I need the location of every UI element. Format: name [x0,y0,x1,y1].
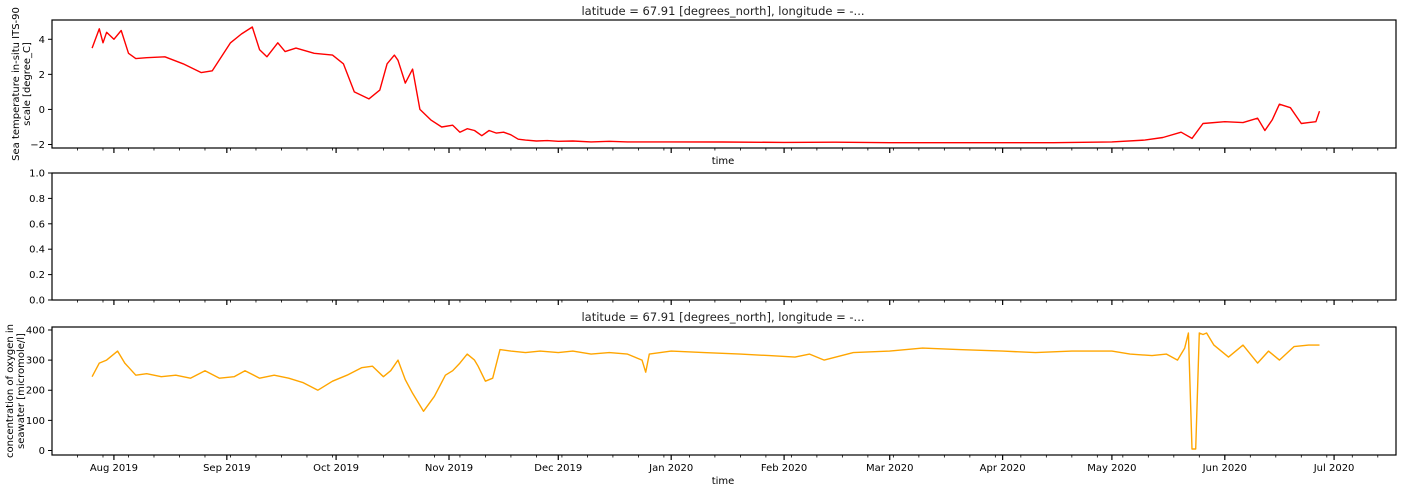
temperature-xlabel: time [712,156,735,167]
y-tick-label: 0.2 [29,270,45,281]
y-tick-label: 300 [26,356,45,367]
series-line [91,26,1321,144]
oxygen-axes-frame [51,326,1397,456]
temperature-title: latitude = 67.91 [degrees_north], longit… [581,4,864,18]
oxygen-series [91,332,1320,450]
y-tick-label: 0 [39,105,45,116]
y-tick-label: 0.0 [29,296,45,307]
y-tick-label: 200 [26,386,45,397]
x-tick-label: Mar 2020 [866,463,914,474]
temperature-axes-frame [51,19,1397,149]
oxygen-panel: latitude = 67.91 [degrees_north], longit… [5,310,1397,487]
y-tick-label: −2 [30,140,45,151]
oxygen-ticks: 0 100 200 300 400 Aug 2019 Sep 2019 Oct 2019 Nov… [26,326,1379,474]
temperature-series [91,26,1321,144]
y-tick-label: 2 [39,70,45,81]
x-tick-label: Jan 2020 [648,463,693,474]
x-tick-label: Jul 2020 [1313,463,1355,474]
temperature-panel: latitude = 67.91 [degrees_north], longit… [11,4,1397,167]
y-tick-label: 4 [39,35,45,46]
oxygen-ylabel-line1: concentration of oxygen in [5,324,16,458]
empty-panel-axes-frame [51,172,1397,301]
temperature-ticks: −2 0 2 4 [30,35,1379,153]
y-tick-label: 0.6 [29,219,45,230]
x-tick-label: Aug 2019 [90,463,138,474]
x-tick-label: Jun 2020 [1202,463,1247,474]
x-tick-label: Sep 2019 [203,463,250,474]
y-tick-label: 400 [26,326,45,337]
x-tick-label: Oct 2019 [313,463,359,474]
empty-panel: 0.0 0.2 0.4 0.6 0.8 1.0 [29,169,1397,307]
x-tick-label: Dec 2019 [534,463,582,474]
x-tick-label: May 2020 [1087,463,1136,474]
y-tick-label: 0.8 [29,194,45,205]
y-tick-label: 0.4 [29,245,45,256]
y-tick-label: 0 [39,446,45,457]
oxygen-title: latitude = 67.91 [degrees_north], longit… [581,310,864,324]
y-tick-label: 1.0 [29,169,45,180]
x-tick-label: Feb 2020 [761,463,807,474]
empty-panel-ticks: 0.0 0.2 0.4 0.6 0.8 1.0 [29,169,1379,307]
oxygen-xlabel: time [712,476,735,487]
series-line [91,332,1320,450]
y-tick-label: 100 [26,416,45,427]
x-tick-label: Nov 2019 [425,463,473,474]
temperature-ylabel-line2: scale [degree_C] [22,42,33,126]
oxygen-ylabel-line2: seawater [micromole/l] [16,333,27,449]
x-tick-label: Apr 2020 [980,463,1026,474]
temperature-ylabel-line1: Sea temperature in-situ ITS-90 [11,7,22,161]
